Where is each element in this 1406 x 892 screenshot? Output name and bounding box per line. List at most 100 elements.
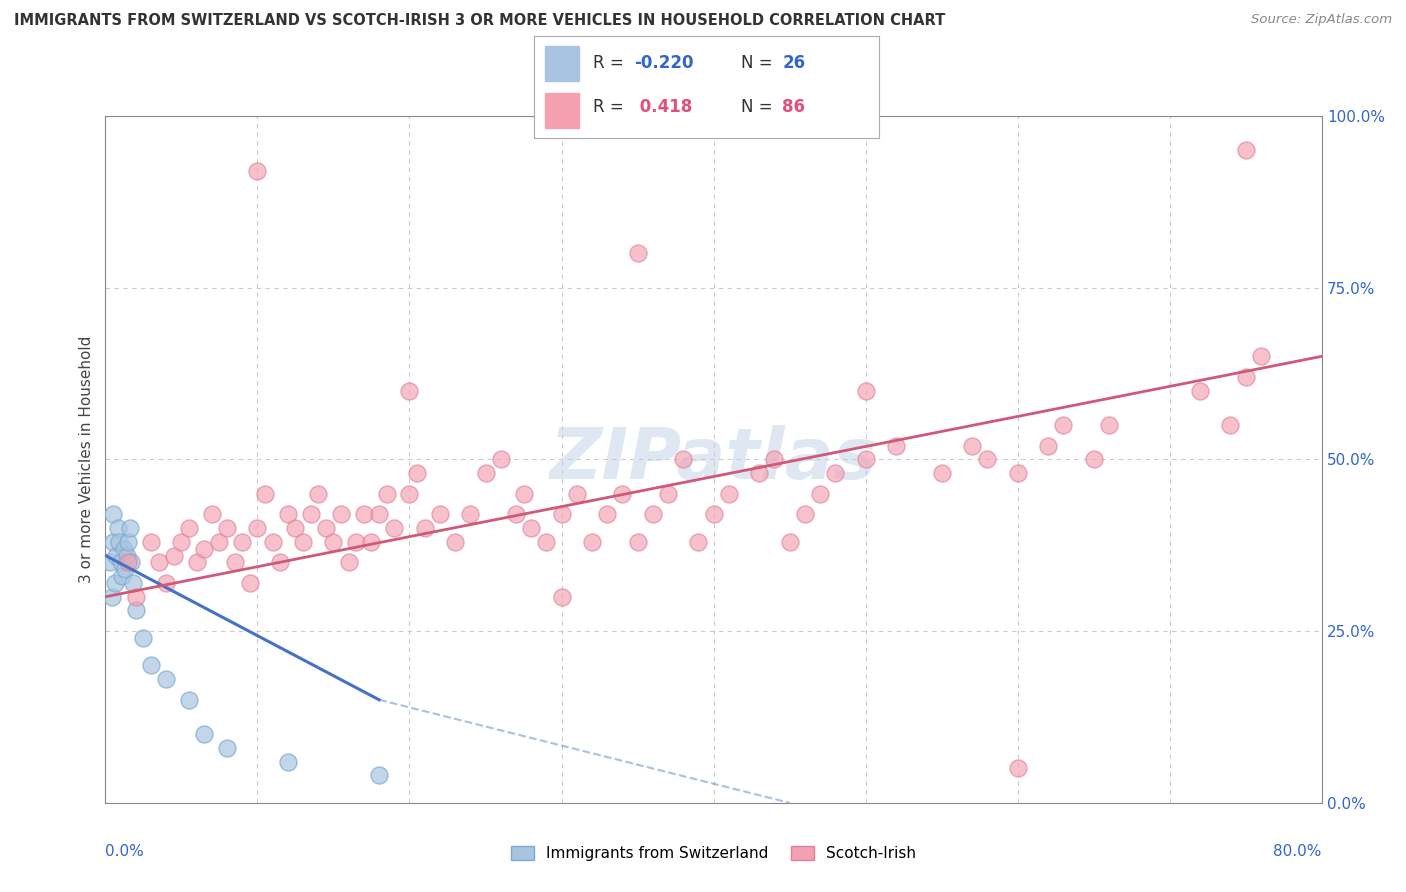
Point <box>1234 370 1257 384</box>
Point <box>101 508 124 522</box>
Point <box>108 534 131 549</box>
Point <box>139 534 162 549</box>
Text: -0.220: -0.220 <box>634 54 693 72</box>
Point <box>103 576 125 591</box>
Point <box>121 576 143 591</box>
Point <box>505 508 527 522</box>
Bar <box>544 45 579 81</box>
Point <box>808 487 831 501</box>
Point <box>101 534 124 549</box>
Point <box>763 452 786 467</box>
Text: 0.418: 0.418 <box>634 98 692 117</box>
Point <box>114 562 136 576</box>
Point <box>375 487 398 501</box>
Text: Source: ZipAtlas.com: Source: ZipAtlas.com <box>1251 13 1392 27</box>
Point <box>120 555 142 570</box>
Point <box>512 487 534 501</box>
Point <box>1007 761 1029 775</box>
Point <box>155 576 177 591</box>
Text: IMMIGRANTS FROM SWITZERLAND VS SCOTCH-IRISH 3 OR MORE VEHICLES IN HOUSEHOLD CORR: IMMIGRANTS FROM SWITZERLAND VS SCOTCH-IR… <box>14 13 945 29</box>
Point <box>125 590 148 604</box>
Legend: Immigrants from Switzerland, Scotch-Irish: Immigrants from Switzerland, Scotch-Iris… <box>505 840 922 867</box>
Point <box>186 555 208 570</box>
Point <box>596 508 619 522</box>
Point <box>100 590 122 604</box>
Point <box>406 466 429 480</box>
Point <box>1219 417 1241 433</box>
Point <box>688 534 710 549</box>
Point <box>110 555 132 570</box>
Point <box>115 549 138 563</box>
Text: 0.0%: 0.0% <box>105 844 145 859</box>
Point <box>581 534 603 549</box>
Point <box>254 487 277 501</box>
Point <box>960 439 983 453</box>
Point <box>717 487 740 501</box>
Point <box>330 508 353 522</box>
Text: 86: 86 <box>782 98 806 117</box>
Point <box>550 508 572 522</box>
Text: ZIPatlas: ZIPatlas <box>550 425 877 494</box>
Point <box>1036 439 1059 453</box>
Point <box>107 521 129 535</box>
Point <box>353 508 375 522</box>
Point <box>520 521 543 535</box>
Point <box>565 487 588 501</box>
Point <box>489 452 512 467</box>
Point <box>262 534 284 549</box>
Point <box>277 755 299 769</box>
Point <box>201 508 224 522</box>
Text: 80.0%: 80.0% <box>1274 844 1322 859</box>
Point <box>208 534 231 549</box>
Point <box>1083 452 1105 467</box>
Point <box>360 534 382 549</box>
Point <box>98 555 121 570</box>
Point <box>382 521 405 535</box>
Point <box>307 487 329 501</box>
Point <box>855 384 877 398</box>
Point <box>429 508 451 522</box>
Point <box>368 508 391 522</box>
Point <box>117 555 139 570</box>
Point <box>1007 466 1029 480</box>
Point <box>337 555 360 570</box>
Point <box>931 466 953 480</box>
Y-axis label: 3 or more Vehicles in Household: 3 or more Vehicles in Household <box>79 335 94 583</box>
Point <box>139 658 162 673</box>
Point <box>672 452 695 467</box>
Point <box>793 508 815 522</box>
Point <box>413 521 436 535</box>
Point <box>231 534 253 549</box>
Point <box>163 549 186 563</box>
Point <box>177 692 200 706</box>
Point <box>322 534 344 549</box>
Point <box>748 466 770 480</box>
Point <box>536 534 558 549</box>
Point <box>217 740 239 755</box>
Point <box>105 549 128 563</box>
Point <box>474 466 496 480</box>
Point <box>125 603 148 617</box>
Point <box>884 439 907 453</box>
Point <box>612 487 634 501</box>
Point <box>1234 144 1257 158</box>
Point <box>702 508 725 522</box>
Point <box>292 534 315 549</box>
Point <box>398 384 420 398</box>
Point <box>657 487 679 501</box>
Point <box>299 508 322 522</box>
Point <box>284 521 307 535</box>
Point <box>193 541 215 556</box>
Text: 26: 26 <box>782 54 806 72</box>
Text: N =: N = <box>741 98 778 117</box>
Point <box>112 541 135 556</box>
Point <box>444 534 467 549</box>
Point <box>458 508 481 522</box>
Point <box>193 727 215 741</box>
Point <box>626 534 648 549</box>
Point <box>976 452 998 467</box>
Point <box>217 521 239 535</box>
Text: R =: R = <box>593 98 628 117</box>
Point <box>1189 384 1212 398</box>
Point <box>132 631 155 645</box>
